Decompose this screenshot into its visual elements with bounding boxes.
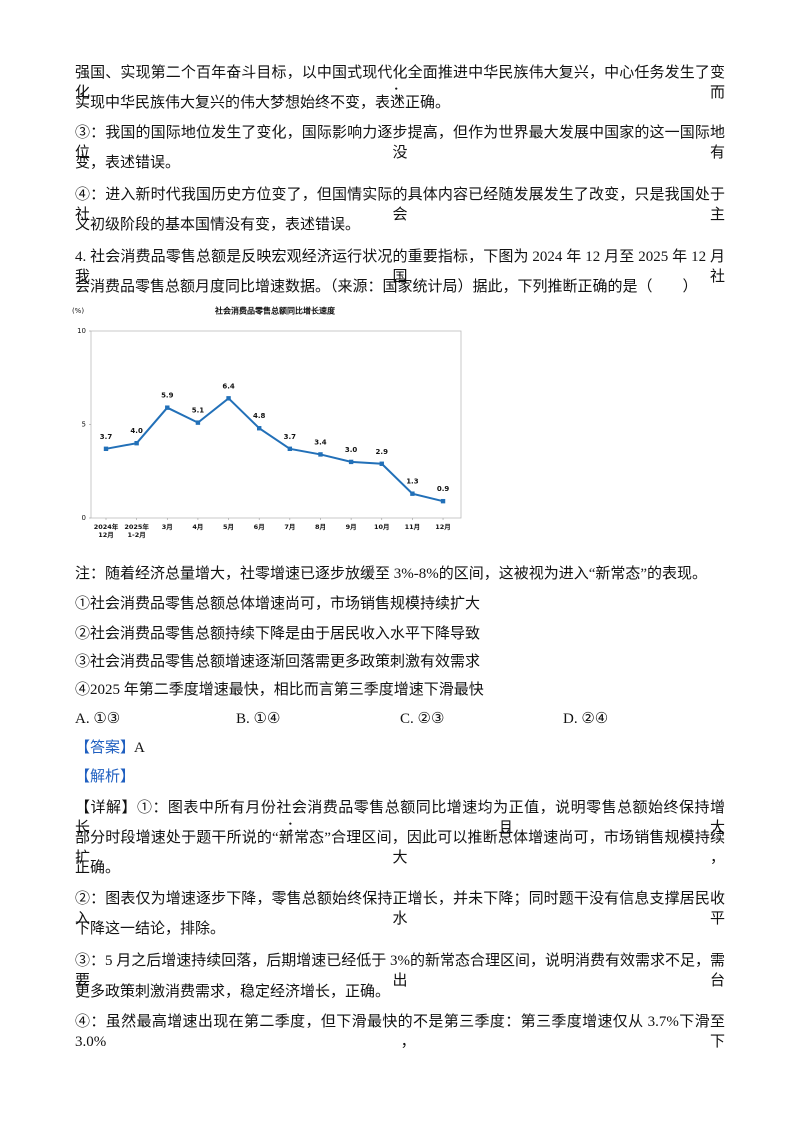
value-label: 4.8 bbox=[253, 412, 266, 420]
value-label: 1.3 bbox=[406, 478, 419, 486]
note: 注：随着经济总量增大，社零增速已逐步放缓至 3%-8%的区间，这被视为进入“新常… bbox=[75, 566, 708, 582]
marker bbox=[134, 441, 139, 446]
value-label: 2.9 bbox=[376, 448, 389, 456]
marker bbox=[440, 498, 446, 504]
marker bbox=[348, 459, 354, 465]
chart-title: 社会消费品零售总额同比增长速度 bbox=[214, 306, 336, 316]
statement: ③社会消费品零售总额增速逐渐回落需更多政策刺激有效需求 bbox=[75, 654, 481, 670]
option: A. ①③ bbox=[75, 711, 121, 727]
value-label: 4.0 bbox=[130, 427, 143, 435]
text-line: ③：5 月之后增速持续回落，后期增速已经低于 3%的新常态合理区间，说明消费有效… bbox=[75, 953, 725, 989]
statement: ①社会消费品零售总额总体增速尚可，市场销售规模持续扩大 bbox=[75, 596, 481, 612]
x-tick-label: 6月 bbox=[253, 523, 265, 531]
value-label: 3.7 bbox=[100, 433, 113, 441]
text-line: 变，表述错误。 bbox=[75, 155, 181, 171]
marker bbox=[103, 446, 109, 452]
marker bbox=[226, 396, 231, 401]
marker bbox=[379, 461, 384, 466]
text-line: ④：虽然最高增速出现在第二季度，但下滑最快的不是第三季度：第三季度增速仅从 3.… bbox=[75, 1014, 725, 1050]
value-label: 3.0 bbox=[345, 446, 358, 454]
option: B. ①④ bbox=[236, 711, 281, 727]
option: D. ②④ bbox=[563, 711, 609, 727]
value-label: 5.1 bbox=[192, 407, 205, 415]
text-line: 【详解】①：图表中所有月份社会消费品零售总额同比增速均为正值，说明零售总额始终保… bbox=[75, 800, 725, 836]
y-tick-label: 10 bbox=[77, 327, 86, 335]
value-label: 5.9 bbox=[161, 392, 174, 400]
marker bbox=[287, 446, 293, 452]
x-tick-label: 2025年 1-2月 bbox=[124, 523, 149, 539]
answer-tag: 【答案】 bbox=[75, 740, 136, 756]
plot-frame bbox=[90, 330, 462, 519]
text-line: ③：我国的国际地位发生了变化，国际影响力逐步提高，但作为世界最大发展中国家的这一… bbox=[75, 125, 725, 161]
x-tick-label: 8月 bbox=[314, 523, 326, 531]
x-tick-label: 12月 bbox=[435, 523, 451, 531]
text-line: 实现中华民族伟大复兴的伟大梦想始终不变，表述正确。 bbox=[75, 95, 451, 111]
marker bbox=[318, 452, 323, 457]
x-tick-label: 5月 bbox=[223, 523, 235, 531]
x-tick-label: 10月 bbox=[373, 523, 390, 531]
answer: A bbox=[134, 740, 145, 756]
option: C. ②③ bbox=[400, 711, 445, 727]
text-line: 更多政策刺激消费需求，稳定经济增长，正确。 bbox=[75, 984, 391, 1000]
text-line: 部分时段增速处于题干所说的“新常态”合理区间，因此可以推断总体增速尚可，市场销售… bbox=[75, 830, 725, 866]
marker bbox=[165, 405, 170, 410]
y-tick-label: 0 bbox=[82, 514, 86, 522]
chart: 社会消费品零售总额同比增长速度 (%) 0 5 10 3.7 4.0 5.9 5.1 6.4 4… bbox=[72, 306, 462, 522]
text-line: ④：进入新时代我国历史方位变了，但国情实际的具体内容已经随发展发生了改变，只是我… bbox=[75, 187, 725, 223]
value-label: 0.9 bbox=[437, 485, 450, 493]
y-tick-label: 5 bbox=[82, 421, 86, 429]
statement: ②社会消费品零售总额持续下降是由于居民收入水平下降导致 bbox=[75, 626, 481, 642]
text-line: 强国、实现第二个百年奋斗目标，以中国式现代化全面推进中华民族伟大复兴，中心任务发… bbox=[75, 65, 725, 101]
x-tick-label: 9月 bbox=[345, 523, 357, 531]
text-line: 正确。 bbox=[75, 860, 121, 876]
text-line: 会消费品零售总额月度同比增速数据。（来源：国家统计局）据此，下列推断正确的是（ … bbox=[75, 279, 698, 295]
text-line: ②：图表仅为增速逐步下降，零售总额始终保持正增长，并未下降；同时题干没有信息支撑… bbox=[75, 891, 725, 927]
marker bbox=[410, 491, 415, 496]
marker bbox=[195, 420, 201, 425]
statement: ④2025 年第二季度增速最快，相比而言第三季度增速下滑最快 bbox=[75, 682, 484, 698]
data-line bbox=[105, 396, 444, 503]
x-tick-label: 4月 bbox=[192, 523, 204, 531]
text-line: 义初级阶段的基本国情没有变，表述错误。 bbox=[75, 217, 361, 233]
x-tick-label: 7月 bbox=[284, 523, 296, 531]
x-tick-label: 11月 bbox=[404, 523, 421, 531]
value-label: 3.4 bbox=[314, 438, 327, 446]
analysis-tag: 【解析】 bbox=[75, 769, 136, 785]
x-tick-label: 2024年 12月 bbox=[93, 523, 119, 539]
y-axis-label: (%) bbox=[72, 307, 84, 315]
text-line: 下降这一结论，排除。 bbox=[75, 921, 226, 937]
value-label: 6.4 bbox=[222, 382, 235, 390]
x-tick-label: 3月 bbox=[161, 523, 173, 531]
text-line: 4. 社会消费品零售总额是反映宏观经济运行状况的重要指标，下图为 2024 年 … bbox=[75, 249, 725, 285]
value-label: 3.7 bbox=[284, 433, 297, 441]
marker bbox=[257, 426, 262, 431]
